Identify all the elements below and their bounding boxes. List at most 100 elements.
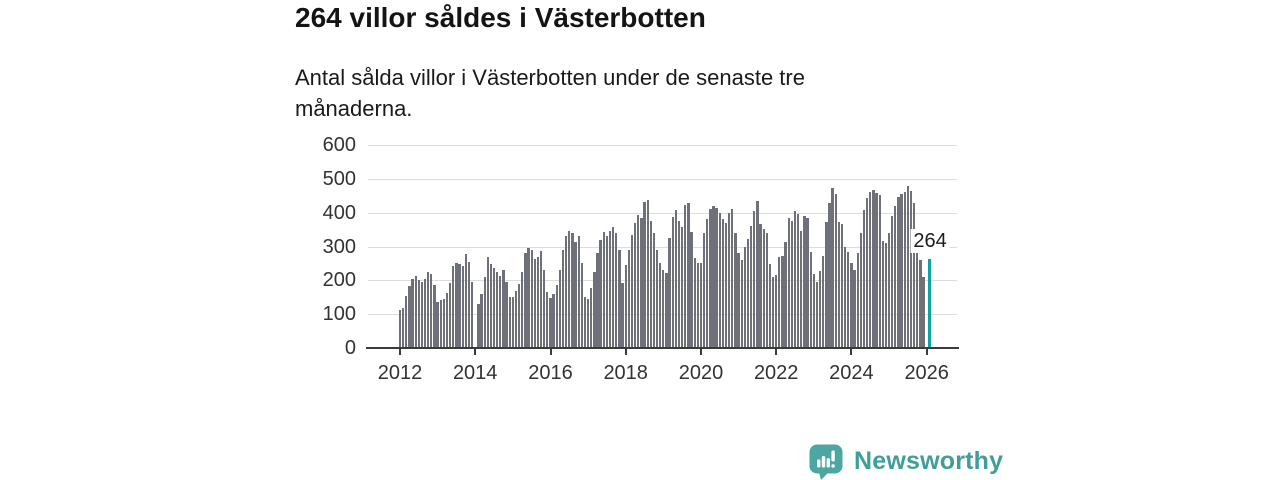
x-axis-label: 2020 (678, 362, 724, 384)
bar (919, 260, 922, 348)
bar (521, 271, 524, 348)
bar (775, 275, 778, 348)
bar (659, 263, 662, 348)
bar (427, 271, 430, 348)
bar (461, 266, 464, 348)
bar (922, 276, 925, 348)
bar (787, 217, 790, 348)
bar (897, 197, 900, 348)
bar (449, 283, 452, 348)
bar (806, 217, 809, 348)
bar (699, 263, 703, 348)
gridline (368, 178, 957, 180)
bar (696, 263, 699, 348)
bar (442, 298, 446, 348)
bar (608, 231, 612, 348)
bar (605, 236, 609, 348)
highlighted-bar (928, 258, 932, 348)
bar (797, 214, 800, 348)
x-axis-tick (474, 349, 477, 355)
x-axis-label: 2026 (904, 362, 949, 384)
bar (665, 273, 668, 348)
bar (762, 229, 765, 348)
bar (633, 223, 637, 348)
bar (702, 232, 706, 348)
x-axis-label: 2016 (528, 362, 573, 384)
x-axis-tick (850, 349, 853, 355)
x-axis-tick (624, 349, 627, 355)
bar (912, 202, 916, 348)
bar (828, 202, 831, 348)
bar (514, 291, 518, 348)
gridline (368, 145, 957, 146)
bar (662, 270, 665, 348)
bar (561, 249, 565, 348)
bar (568, 231, 571, 348)
x-axis-line (366, 346, 959, 349)
x-axis-tick (925, 349, 928, 355)
bar (746, 239, 750, 348)
bar (859, 232, 862, 348)
bar (684, 204, 687, 348)
bar (677, 221, 681, 348)
bar (800, 230, 803, 348)
bar (844, 246, 847, 348)
bar (781, 255, 784, 348)
bar (652, 232, 656, 348)
bar (687, 203, 690, 348)
bar (875, 193, 878, 348)
bar (467, 262, 471, 348)
bar (430, 273, 433, 348)
bar (577, 235, 580, 348)
bar (850, 263, 853, 348)
y-axis-label: 500 (322, 167, 356, 190)
bar (790, 221, 794, 348)
bar (881, 241, 884, 348)
bar (580, 263, 583, 348)
bar (489, 264, 493, 348)
bar (555, 285, 558, 348)
bar (574, 242, 577, 348)
bar (596, 253, 599, 348)
bar (721, 219, 725, 348)
bar (837, 222, 841, 348)
bar (900, 194, 903, 348)
bar (709, 209, 712, 348)
bar (646, 199, 649, 348)
y-axis-label: 300 (322, 235, 356, 258)
bar (517, 283, 521, 348)
bar (401, 308, 405, 348)
x-axis-label: 2014 (452, 362, 498, 384)
bar (668, 238, 671, 348)
bar (643, 201, 646, 348)
bar (499, 276, 502, 348)
bar (655, 249, 659, 348)
bar (753, 210, 756, 348)
bar (571, 232, 574, 348)
bar (818, 270, 822, 348)
bar (737, 253, 740, 348)
bar (693, 258, 696, 348)
bar (903, 192, 906, 348)
bar (602, 232, 605, 348)
bar (856, 253, 859, 348)
latest-value-label: 264 (910, 228, 950, 253)
bar (420, 281, 424, 348)
bar (884, 243, 888, 348)
x-axis-tick (549, 349, 552, 355)
bar (593, 271, 596, 348)
bar (627, 249, 630, 348)
bar (618, 249, 621, 348)
bar (712, 205, 715, 348)
bar (565, 236, 568, 348)
x-axis-label: 2022 (753, 362, 799, 384)
bar (872, 190, 875, 348)
page-title: 264 villor såldes i Västerbotten (295, 2, 706, 33)
bar (398, 309, 402, 348)
bar (793, 210, 797, 348)
bar (411, 278, 414, 348)
bar (436, 301, 439, 348)
bar (524, 253, 527, 348)
bar (536, 256, 540, 348)
